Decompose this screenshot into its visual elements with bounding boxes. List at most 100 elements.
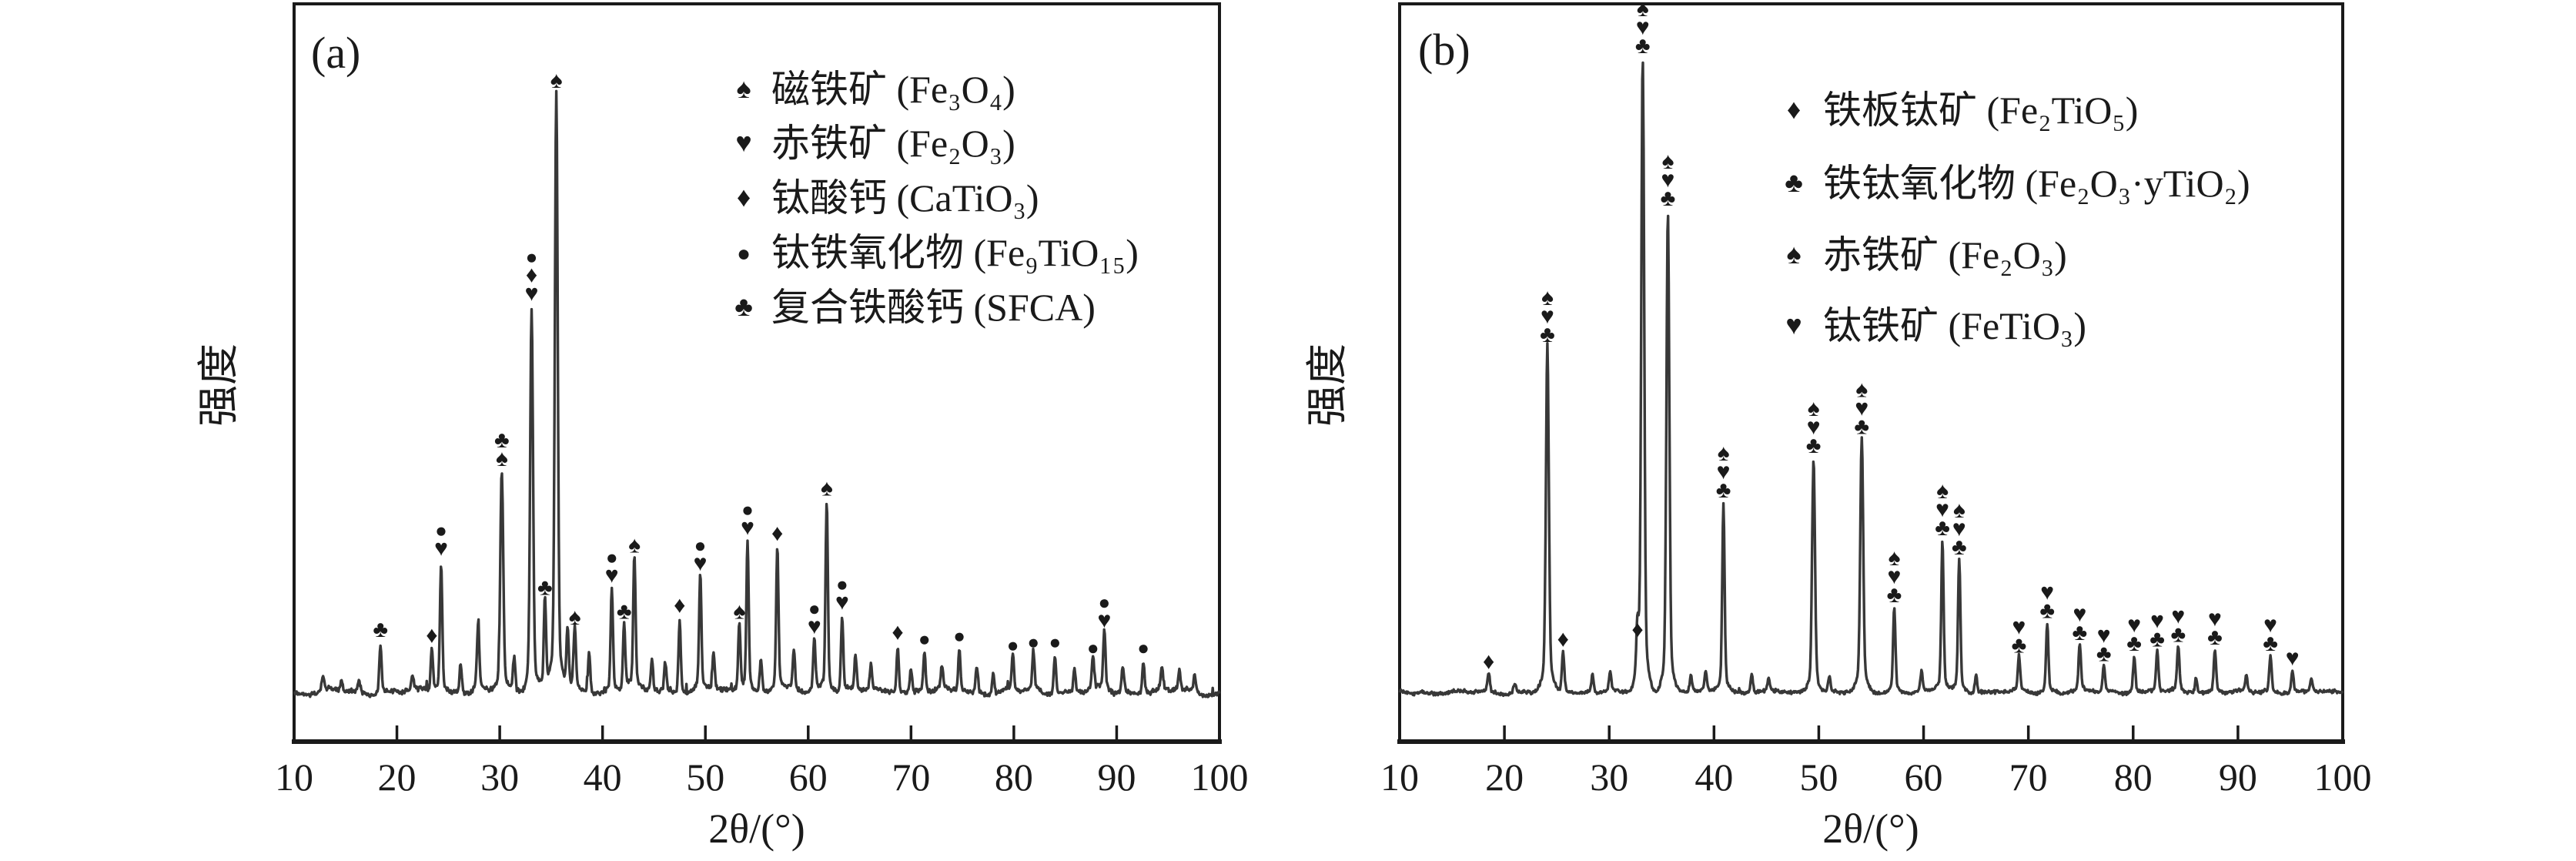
peak-marker-heart-icon: ♥	[1541, 303, 1554, 329]
legend-marker-diamond-icon: ♦	[1787, 94, 1801, 125]
legend-marker-heart-icon: ♥	[1785, 310, 1802, 340]
peak-marker-circle-icon: ●	[741, 498, 754, 521]
peak-marker-diamond-icon: ♦	[426, 623, 437, 648]
x-tick-label: 70	[2009, 755, 2048, 799]
peak-marker-spade-icon: ♠	[569, 605, 581, 630]
y-axis-label: 强度	[196, 343, 242, 427]
peak-marker-heart-icon: ♥	[2263, 612, 2277, 638]
peak-marker-heart-icon: ♥	[2150, 608, 2164, 633]
peak-marker-spade-icon: ♠	[1888, 545, 1900, 571]
peak-marker-heart-icon: ♥	[1888, 564, 1902, 589]
peak-marker-heart-icon: ♥	[694, 551, 708, 576]
peak-marker-circle-icon: ●	[1049, 631, 1061, 653]
peak-marker-circle-icon: ●	[836, 574, 848, 596]
x-tick-label: 30	[480, 755, 519, 799]
peak-marker-circle-icon: ●	[953, 625, 965, 648]
panel-label: (a)	[311, 28, 360, 78]
legend-marker-club-icon: ♣	[1785, 167, 1803, 198]
x-tick-label: 50	[1799, 755, 1838, 799]
peak-marker-club-icon: ♣	[1806, 433, 1822, 458]
legend-label: 赤铁矿 (Fe₂O₃)	[1823, 233, 2067, 276]
x-ticks-group: 10 20 30 40 50 60 70 80 90 100	[275, 725, 1249, 799]
peak-marker-heart-icon: ♥	[2286, 645, 2300, 671]
peak-marker-spade-icon: ♠	[1637, 0, 1649, 22]
peak-marker-spade-icon: ♠	[1718, 441, 1730, 466]
panel-a: (a) 强度 2θ/(°) 10 20 30 40 50 60 70 80 90 100 ♣ ♦●♥…	[196, 2, 1249, 852]
peak-marker-club-icon: ♣	[537, 575, 553, 600]
x-tick-label: 40	[584, 755, 622, 799]
peak-marker-heart-icon: ♥	[2040, 579, 2054, 605]
peak-marker-spade-icon: ♠	[821, 476, 833, 501]
legend-label: 复合铁酸钙 (SFCA)	[771, 286, 1096, 329]
peak-marker-diamond-icon: ♦	[674, 593, 685, 618]
peak-marker-club-icon: ♣	[1854, 414, 1869, 439]
peak-marker-club-icon: ♣	[2073, 620, 2088, 645]
legend-marker-spade-icon: ♠	[1786, 239, 1801, 270]
y-axis-label: 强度	[1304, 343, 1350, 427]
peak-marker-circle-icon: ●	[1087, 637, 1099, 659]
legend-marker-diamond-icon: ♦	[737, 182, 751, 213]
peak-marker-diamond-icon: ♦	[1631, 617, 1643, 642]
peak-marker-club-icon: ♣	[2012, 633, 2027, 658]
peak-markers-group: ♣ ♦●♥♣♠●♦♥♣♠♠●♥♣♠♦●♥♠●♥ ♦●♥♠●♥♦ ● ● ● ● ● ●●♥●	[373, 68, 1149, 659]
x-axis-label: 2θ/(°)	[1822, 806, 1919, 852]
peak-marker-heart-icon: ♥	[2097, 622, 2111, 648]
legend-marker-club-icon: ♣	[734, 291, 753, 322]
x-tick-label: 50	[686, 755, 724, 799]
peak-marker-club-icon: ♣	[373, 617, 388, 642]
peak-marker-heart-icon: ♥	[2012, 615, 2026, 640]
legend-label: 铁钛氧化物 (Fe₂O₃·yTiO₂)	[1823, 162, 2250, 205]
x-tick-label: 20	[378, 755, 417, 799]
trace-group	[1398, 61, 2344, 698]
peak-marker-club-icon: ♣	[1887, 582, 1902, 608]
peak-marker-heart-icon: ♥	[1661, 167, 1675, 193]
peak-marker-circle-icon: ●	[1099, 591, 1111, 614]
peak-marker-club-icon: ♣	[617, 598, 632, 624]
peak-marker-club-icon: ♣	[2170, 622, 2186, 648]
legend-group: ♠ 磁铁矿 (Fe₃O₄) ♥ 赤铁矿 (Fe₂O₃) ♦ 钛酸钙 (CaTiO₃) ● 钛铁…	[734, 68, 1139, 329]
peak-markers-group: ♦♠♥♣♦ ♦♠♥♣♠♥♣♠♥♣♠♥♣♠♥♣♠♥♣♠♥♣♠♥♣♥♣♥♣ ♥♣ ♥♣♥♣…	[1483, 0, 2300, 674]
peak-marker-diamond-icon: ♦	[1557, 626, 1569, 652]
x-tick-label: 10	[1380, 755, 1419, 799]
legend-label: 赤铁矿 (Fe₂O₃)	[771, 122, 1015, 165]
peak-marker-heart-icon: ♥	[1855, 395, 1868, 420]
peak-marker-heart-icon: ♥	[2127, 612, 2141, 638]
peak-marker-heart-icon: ♥	[808, 614, 821, 639]
peak-marker-spade-icon: ♠	[1808, 396, 1820, 421]
peak-marker-club-icon: ♣	[1716, 477, 1731, 503]
x-tick-label: 90	[2219, 755, 2257, 799]
peak-marker-club-icon: ♣	[2096, 641, 2112, 666]
peak-marker-spade-icon: ♠	[733, 598, 745, 624]
peak-marker-club-icon: ♣	[1952, 534, 1967, 560]
peak-marker-club-icon: ♣	[494, 427, 510, 453]
peak-marker-club-icon: ♣	[2207, 625, 2223, 650]
peak-marker-heart-icon: ♥	[1717, 459, 1731, 484]
peak-marker-heart-icon: ♥	[605, 563, 619, 588]
x-axis-label: 2θ/(°)	[708, 806, 805, 852]
x-tick-label: 70	[892, 755, 930, 799]
legend-marker-heart-icon: ♥	[735, 127, 751, 158]
peak-marker-club-icon: ♣	[1635, 33, 1651, 59]
peak-marker-club-icon: ♣	[1661, 186, 1676, 211]
peak-marker-diamond-icon: ♦	[1483, 648, 1494, 674]
xrd-trace	[1398, 61, 2344, 698]
peak-marker-spade-icon: ♠	[496, 446, 508, 471]
peak-marker-circle-icon: ●	[1137, 637, 1149, 659]
peak-marker-heart-icon: ♥	[2073, 601, 2086, 627]
x-tick-label: 30	[1590, 755, 1628, 799]
peak-marker-heart-icon: ♥	[2208, 606, 2222, 632]
legend-marker-circle-icon: ●	[737, 241, 751, 266]
peak-marker-heart-icon: ♥	[1935, 497, 1949, 522]
x-tick-label: 60	[789, 755, 828, 799]
peak-marker-heart-icon: ♥	[1807, 414, 1821, 440]
peak-marker-club-icon: ♣	[2263, 631, 2278, 656]
peak-marker-club-icon: ♣	[2126, 631, 2142, 656]
x-tick-label: 40	[1694, 755, 1733, 799]
peak-marker-heart-icon: ♥	[741, 514, 754, 540]
x-tick-label: 80	[2114, 755, 2153, 799]
peak-marker-spade-icon: ♠	[1541, 285, 1554, 310]
peak-marker-heart-icon: ♥	[434, 536, 448, 561]
panel-label: (b)	[1418, 25, 1470, 75]
x-tick-label: 90	[1097, 755, 1136, 799]
